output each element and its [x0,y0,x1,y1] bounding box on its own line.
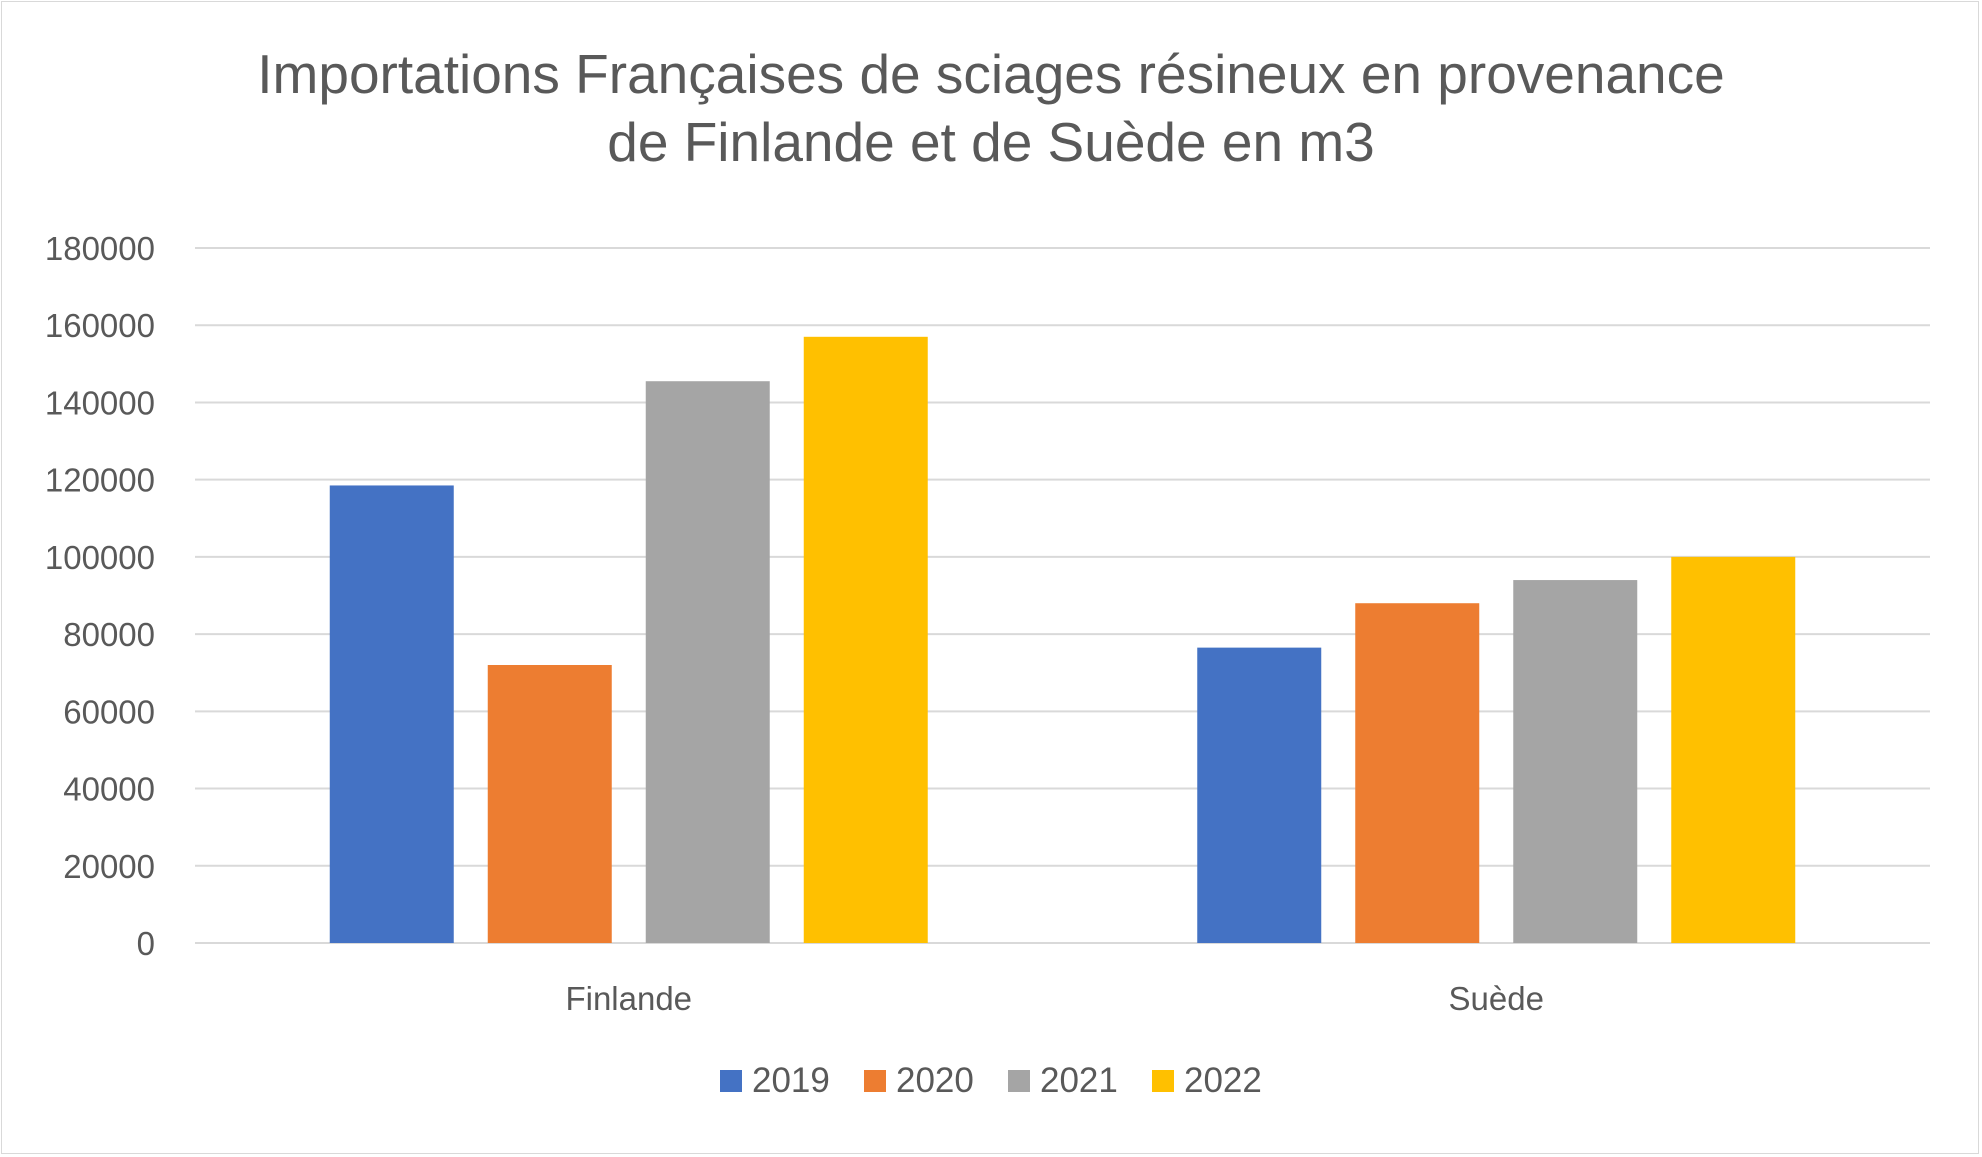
bar-2022-suède [1671,556,1796,943]
legend-swatch-2021 [1008,1070,1030,1092]
bar-2020-suède [1355,603,1480,943]
bar-2020-finlande [487,665,612,943]
x-category-label: Finlande [565,980,692,1017]
y-tick-label: 20000 [63,848,155,885]
y-tick-label: 160000 [45,307,155,344]
y-tick-label: 120000 [45,462,155,499]
y-tick-label: 60000 [63,693,155,730]
chart-title: Importations Françaises de sciages résin… [257,43,1725,173]
bar-2019-finlande [329,485,454,943]
legend-label-2022: 2022 [1184,1061,1262,1100]
legend-label-2019: 2019 [752,1061,830,1100]
y-tick-label: 180000 [45,230,155,267]
y-tick-label: 140000 [45,384,155,421]
y-tick-label: 40000 [63,771,155,808]
y-tick-label: 0 [137,925,155,962]
legend-swatch-2020 [864,1070,886,1092]
x-category-label: Suède [1449,980,1544,1017]
legend-label-2020: 2020 [896,1061,974,1100]
bar-2021-finlande [645,381,770,943]
legend-swatch-2022 [1152,1070,1174,1092]
legend-swatch-2019 [720,1070,742,1092]
bar-2019-suède [1197,647,1322,943]
bar-2021-suède [1513,580,1638,943]
y-tick-label: 100000 [45,539,155,576]
y-tick-label: 80000 [63,616,155,653]
bar-2022-finlande [803,336,928,943]
legend-label-2021: 2021 [1040,1061,1118,1100]
